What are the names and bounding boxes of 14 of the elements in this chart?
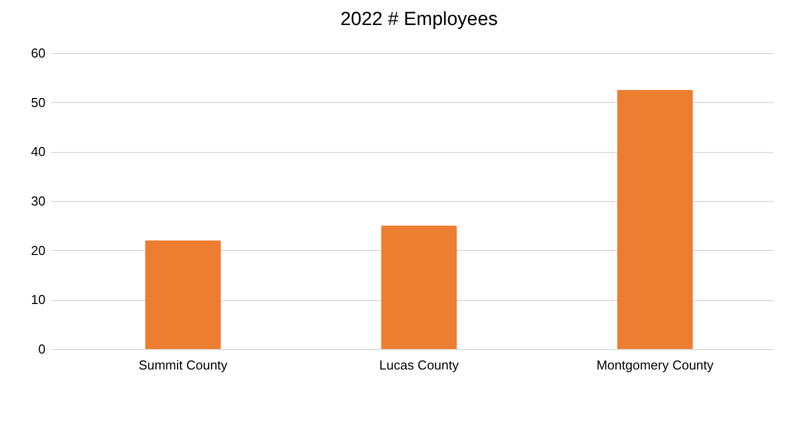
chart-title: 2022 # Employees <box>340 9 498 30</box>
y-tick-label: 50 <box>31 94 46 110</box>
x-tick-label: Lucas County <box>379 358 460 372</box>
x-tick-label: Summit County <box>138 358 228 372</box>
bar <box>381 226 457 349</box>
bar <box>617 90 693 349</box>
bar <box>145 240 221 349</box>
y-tick-label: 40 <box>31 144 46 160</box>
y-tick-label: 20 <box>31 242 46 258</box>
y-tick-label: 30 <box>31 194 46 208</box>
y-tick-label: 60 <box>31 46 46 60</box>
y-tick-label: 10 <box>31 292 46 308</box>
y-tick-label: 0 <box>38 342 46 356</box>
x-tick-label: Montgomery County <box>596 358 714 372</box>
